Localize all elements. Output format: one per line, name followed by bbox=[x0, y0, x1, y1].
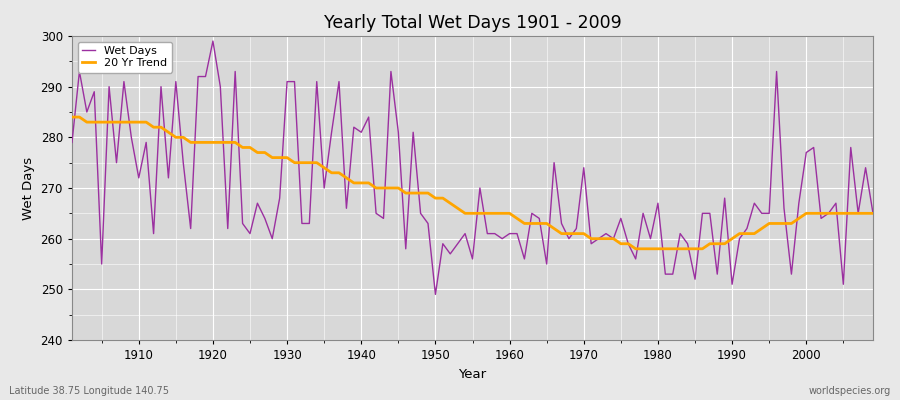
Text: worldspecies.org: worldspecies.org bbox=[809, 386, 891, 396]
Wet Days bbox=[208, 39, 219, 44]
Wet Days bbox=[511, 231, 522, 236]
Line: 20 Yr Trend: 20 Yr Trend bbox=[72, 117, 873, 249]
Line: Wet Days: Wet Days bbox=[72, 41, 873, 294]
20 Yr Trend bbox=[289, 160, 300, 165]
Text: Latitude 38.75 Longitude 140.75: Latitude 38.75 Longitude 140.75 bbox=[9, 386, 169, 396]
20 Yr Trend bbox=[334, 170, 345, 175]
Wet Days bbox=[868, 211, 878, 216]
Wet Days bbox=[296, 221, 307, 226]
20 Yr Trend bbox=[67, 115, 77, 120]
20 Yr Trend bbox=[593, 236, 604, 241]
Wet Days bbox=[126, 135, 137, 140]
20 Yr Trend bbox=[868, 211, 878, 216]
X-axis label: Year: Year bbox=[458, 368, 487, 380]
Wet Days bbox=[341, 206, 352, 211]
Y-axis label: Wet Days: Wet Days bbox=[22, 156, 35, 220]
20 Yr Trend bbox=[504, 211, 515, 216]
Title: Yearly Total Wet Days 1901 - 2009: Yearly Total Wet Days 1901 - 2009 bbox=[324, 14, 621, 32]
Wet Days bbox=[608, 236, 619, 241]
Wet Days bbox=[430, 292, 441, 297]
20 Yr Trend bbox=[497, 211, 508, 216]
20 Yr Trend bbox=[126, 120, 137, 124]
Wet Days bbox=[519, 256, 530, 261]
20 Yr Trend bbox=[630, 246, 641, 251]
Wet Days bbox=[67, 140, 77, 145]
Legend: Wet Days, 20 Yr Trend: Wet Days, 20 Yr Trend bbox=[77, 42, 172, 73]
